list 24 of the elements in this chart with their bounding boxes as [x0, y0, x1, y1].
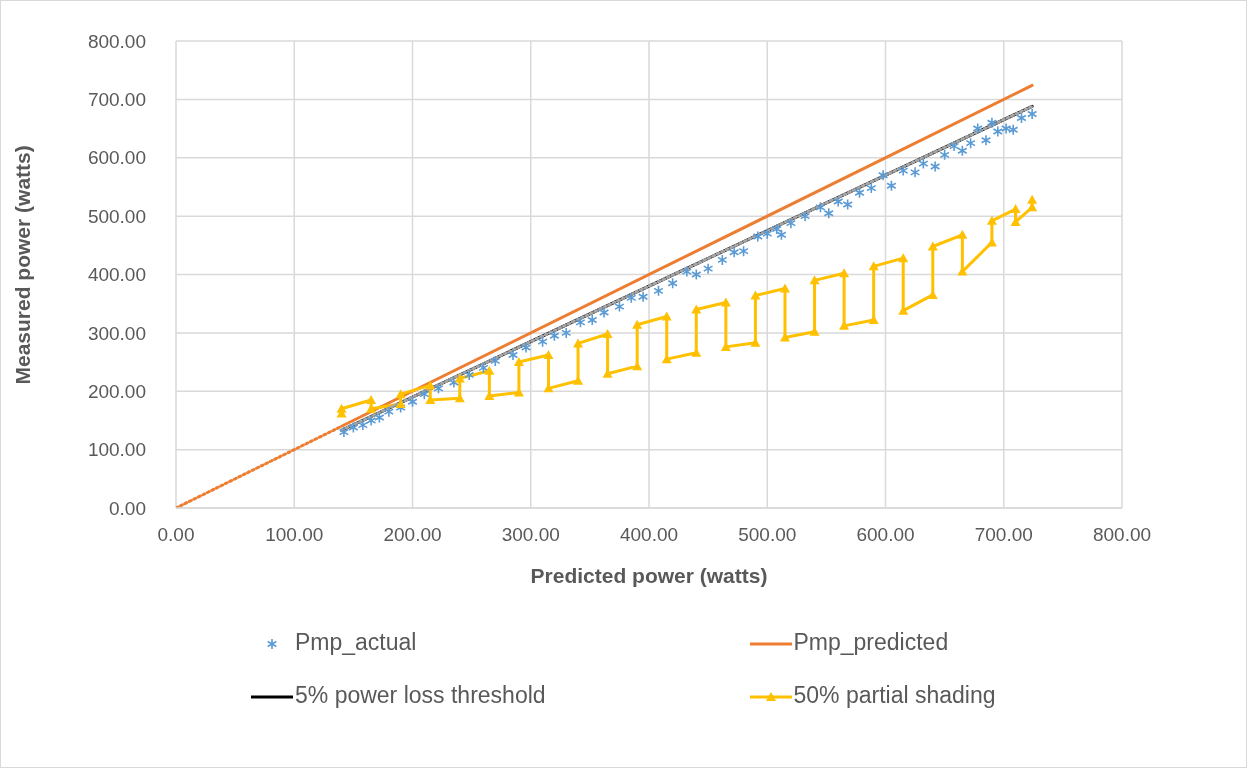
- y-axis-title: Measured power (watts): [11, 145, 35, 385]
- x-tick-label: 800.00: [1092, 524, 1152, 546]
- x-tick-label: 700.00: [974, 524, 1033, 546]
- x-tick-label: 100.00: [265, 524, 324, 546]
- x-axis-title: Predicted power (watts): [530, 563, 768, 587]
- y-tick-label: 600.00: [87, 147, 146, 169]
- y-tick-label: 500.00: [87, 205, 146, 227]
- y-tick-label: 0.00: [109, 497, 146, 519]
- legend-label: Pmp_predicted: [793, 629, 949, 655]
- legend-label: 50% partial shading: [793, 682, 996, 708]
- x-tick-label: 300.00: [501, 524, 560, 546]
- x-tick-label: 600.00: [856, 524, 915, 546]
- x-tick-label: 500.00: [738, 524, 797, 546]
- y-tick-label: 300.00: [87, 322, 146, 344]
- legend-label: Pmp_actual: [295, 629, 417, 655]
- y-tick-label: 800.00: [87, 30, 146, 52]
- y-tick-label: 100.00: [87, 439, 146, 461]
- x-tick-label: 200.00: [383, 524, 442, 546]
- y-tick-label: 400.00: [87, 264, 146, 286]
- y-tick-label: 700.00: [87, 89, 146, 111]
- x-tick-label: 400.00: [619, 524, 679, 546]
- y-tick-label: 200.00: [87, 380, 146, 402]
- x-tick-label: 0.00: [157, 524, 195, 546]
- legend-label: 5% power loss threshold: [295, 682, 546, 708]
